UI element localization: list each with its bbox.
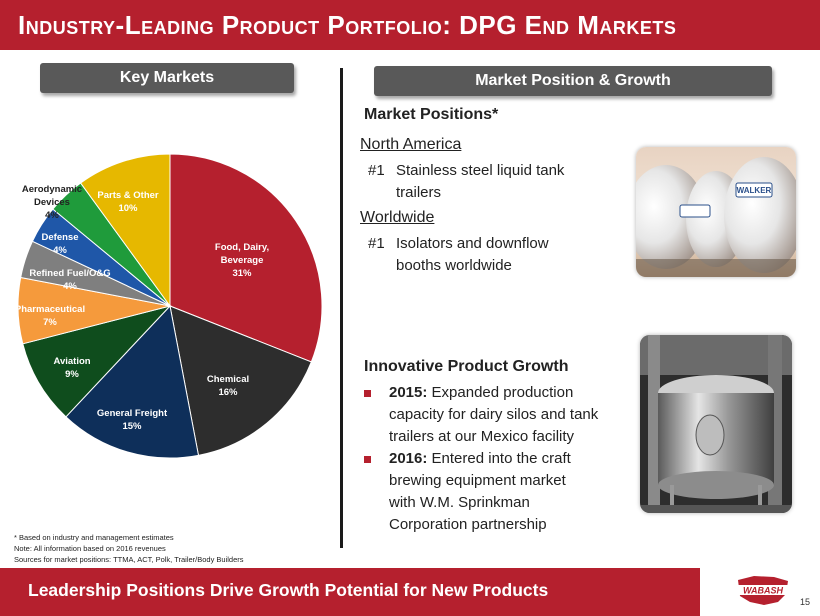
pie-category-label: Devices	[34, 197, 70, 208]
bullet-year: 2016:	[389, 450, 428, 467]
pie-value-label: 9%	[65, 369, 79, 380]
pie-slice-chemical	[169, 305, 312, 456]
footnote-1: * Based on industry and management estim…	[14, 533, 174, 542]
footer-banner-text: Leadership Positions Drive Growth Potent…	[28, 580, 549, 600]
bullet-square-icon	[364, 390, 371, 397]
rank-row-worldwide: #1 Isolators and downflow booths worldwi…	[368, 233, 549, 277]
market-positions-title: Market Positions*	[364, 106, 499, 123]
pie-value-label: 10%	[118, 203, 138, 214]
tank-trailer-photo: WALKER	[636, 147, 796, 277]
pie-slice-food-dairy-beverage	[169, 153, 323, 363]
pie-value-label: 4%	[63, 281, 77, 292]
bullet-year: 2015:	[389, 384, 428, 401]
pie-category-label: Pharmaceutical	[15, 304, 85, 315]
innovative-growth-title: Innovative Product Growth	[364, 358, 569, 375]
pie-value-label: 7%	[43, 317, 57, 328]
rank-row-north-america: #1 Stainless steel liquid tank trailers	[368, 160, 564, 204]
logo-text: WABASH	[743, 586, 783, 596]
rank-text-line: booths worldwide	[396, 257, 512, 274]
pie-slice-general-freight	[65, 304, 200, 459]
walker-logo: WALKER	[737, 186, 772, 195]
bullet-line: with W.M. Sprinkman	[389, 494, 530, 511]
pie-slice-parts-other	[79, 153, 171, 308]
pie-category-label: Aerodynamic	[22, 184, 82, 195]
pie-value-label: 15%	[122, 421, 142, 432]
pie-category-label: General Freight	[97, 408, 168, 419]
bullet-line: brewing equipment market	[389, 472, 566, 489]
region-worldwide: Worldwide	[360, 209, 435, 226]
pie-category-label: Chemical	[207, 374, 249, 385]
region-north-america: North America	[360, 136, 462, 153]
pie-category-label: Parts & Other	[97, 190, 159, 201]
vertical-divider	[340, 68, 343, 548]
bullet-line: Expanded production	[431, 384, 574, 401]
page-number: 15	[800, 597, 811, 607]
pie-category-label: Food, Dairy,	[215, 242, 269, 253]
pie-category-label: Beverage	[221, 255, 264, 266]
bullet-2016: 2016: Entered into the craft brewing equ…	[364, 448, 571, 536]
wabash-logo: WABASH	[734, 572, 792, 608]
pie-value-label: 16%	[218, 387, 238, 398]
footnote-3: Sources for market positions: TTMA, ACT,…	[14, 555, 244, 564]
pie-slice-aviation	[22, 305, 172, 418]
pie-category-label: Defense	[42, 232, 79, 243]
page-title: Industry-Leading Product Portfolio: DPG …	[18, 10, 677, 40]
pie-category-label: Aviation	[53, 356, 90, 367]
bullet-square-icon	[364, 456, 371, 463]
key-markets-header: Key Markets	[40, 63, 294, 93]
rank-text-line: trailers	[396, 184, 442, 201]
bullet-2015: 2015: Expanded production capacity for d…	[364, 382, 598, 448]
bullet-line: Entered into the craft	[431, 450, 571, 467]
pie-chart: Food, Dairy, Beverage 31% Chemical 16% Genera…	[15, 153, 323, 459]
footer-banner	[0, 568, 700, 616]
rank-label: #1	[368, 162, 385, 179]
pie-value-label: 31%	[232, 268, 252, 279]
rank-text-line: Stainless steel liquid tank	[396, 162, 565, 179]
market-position-header: Market Position & Growth	[374, 66, 772, 96]
bullet-line: trailers at our Mexico facility	[389, 428, 575, 445]
footnotes: * Based on industry and management estim…	[14, 532, 244, 565]
pie-value-label: 4%	[45, 210, 59, 221]
rank-label: #1	[368, 235, 385, 252]
footnote-2: Note: All information based on 2016 reve…	[14, 544, 166, 553]
bullet-line: capacity for dairy silos and tank	[389, 406, 599, 423]
bullet-line: Corporation partnership	[389, 516, 547, 533]
rank-text-line: Isolators and downflow	[396, 235, 549, 252]
pie-value-label: 4%	[53, 245, 67, 256]
title-bar	[0, 0, 820, 50]
dairy-silo-photo	[640, 335, 792, 513]
pie-category-label: Refined Fuel/O&G	[29, 268, 110, 279]
pie-chart-container: Food, Dairy, Beverage 31% Chemical 16% Genera…	[0, 150, 340, 470]
